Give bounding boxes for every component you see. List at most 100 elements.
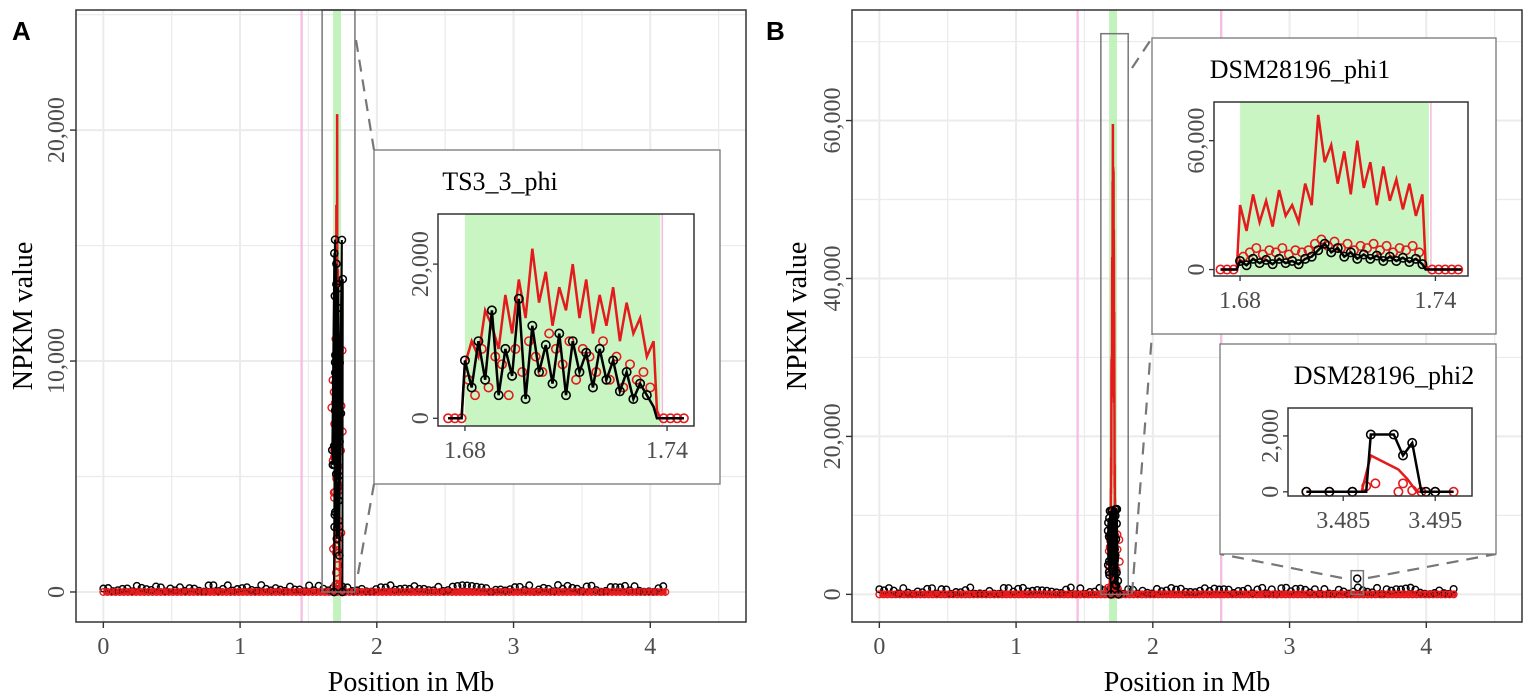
black-series-point [1107,525,1117,535]
red-series-point [657,587,666,596]
black-series-point [582,582,591,591]
red-series-point [275,587,284,596]
red-series-point [1301,590,1310,599]
red-series-point [1141,590,1150,599]
black-series-point [472,582,481,591]
inset-black-series-point [554,328,565,339]
black-series-point [335,358,345,368]
red-series-point [255,587,264,596]
red-series-point [953,590,962,599]
red-series-point [390,587,399,596]
red-series-point [608,587,617,596]
x-tick-label: 4 [1420,634,1432,660]
inset-red-series-point [1342,238,1353,249]
red-series-point [271,587,280,596]
red-series-point [464,587,473,596]
red-series-point [443,587,452,596]
inset-title: DSM28196_phi2 [1294,361,1475,390]
black-series-point [1110,544,1119,554]
inset-black-series-point [1371,250,1382,261]
black-series-point [1110,550,1120,560]
black-series-point [329,441,339,451]
red-series-point [1244,590,1253,599]
red-series-point [152,587,161,596]
inset-black-series-line [1306,433,1454,494]
black-series-peak-line [331,239,344,592]
inset-black-series-point [587,382,598,393]
red-series-point [1228,590,1237,599]
black-series-point [331,373,341,383]
panel-a: A 0 1 2 3 4 0 10,000 20,000 Position in Mb NPKM… [8,9,747,696]
red-series-point [1338,590,1347,599]
red-series-point [365,587,374,596]
red-series-point [160,587,169,596]
red-series-point [587,587,596,596]
red-series-point [468,587,477,596]
black-series-point [330,510,340,520]
red-series-point [1375,590,1384,599]
red-series-point [887,590,896,599]
inset-red-series-point [1264,245,1275,256]
inset-red-series-point [1381,240,1392,251]
red-series-point [636,587,645,596]
inset-black-series-point [628,394,639,405]
black-series-point [330,368,340,378]
black-series-point [1033,586,1042,595]
red-series-point [1293,590,1302,599]
red-series-point [1137,590,1146,599]
red-series-point [591,587,600,596]
red-series-point [1396,590,1405,599]
red-series-point [912,590,921,599]
x-tick-label: 1 [1010,634,1022,660]
red-series-point [1240,590,1249,599]
panel-b-inset-2: DSM28196_phi2 3.485 3.495 0 2,000 [1219,343,1497,580]
red-series-point [895,590,904,599]
red-series-point [554,587,563,596]
red-series-point [969,590,978,599]
red-series-point [546,587,555,596]
red-series-point [1318,590,1327,599]
inset-black-series-point [594,343,605,354]
red-series-point [875,590,884,599]
inset-black-series-point [581,347,592,358]
panel-b-label: B [766,16,785,46]
inset-black-series-line [448,298,684,420]
inset-black-series-point [1417,259,1428,270]
red-series-point [1404,590,1413,599]
black-series-point [616,583,625,592]
red-series-point [1310,590,1319,599]
red-series-point [1269,590,1278,599]
red-series-point [1084,590,1093,599]
black-series-point [331,377,341,387]
red-series-point [1429,590,1438,599]
black-series-point [1110,556,1119,565]
y-tick-label: 60,000 [820,88,846,154]
inset-plot-frame [1213,101,1469,277]
inset-red-series-line [1220,114,1462,271]
black-series-point [334,496,343,505]
red-series-point [144,587,153,596]
red-series-point [509,587,518,596]
black-series-point [327,445,337,455]
inset-black-series-point [1388,429,1399,440]
red-series-point [961,590,970,599]
red-series-point [435,587,444,596]
red-series-point [164,587,173,596]
red-series-point [1273,590,1282,599]
inset-y-tick-label: 60,000 [1184,108,1210,174]
panel-a-label: A [12,16,31,46]
red-series-point [1195,590,1204,599]
panel-b-ticks: 0 1 2 3 4 0 20,000 40,000 60,000 [820,88,1432,660]
red-series-point [423,587,432,596]
red-series-point [1371,590,1380,599]
red-series-point [357,587,366,596]
inset-red-series-point [503,390,514,401]
red-series-point [1207,590,1216,599]
x-tick-label: 2 [371,634,383,660]
red-series-point [945,590,954,599]
black-series-point [334,522,344,531]
red-series-point [1088,590,1097,599]
y-tick-label: 0 [44,586,70,598]
red-series-point [612,587,621,596]
